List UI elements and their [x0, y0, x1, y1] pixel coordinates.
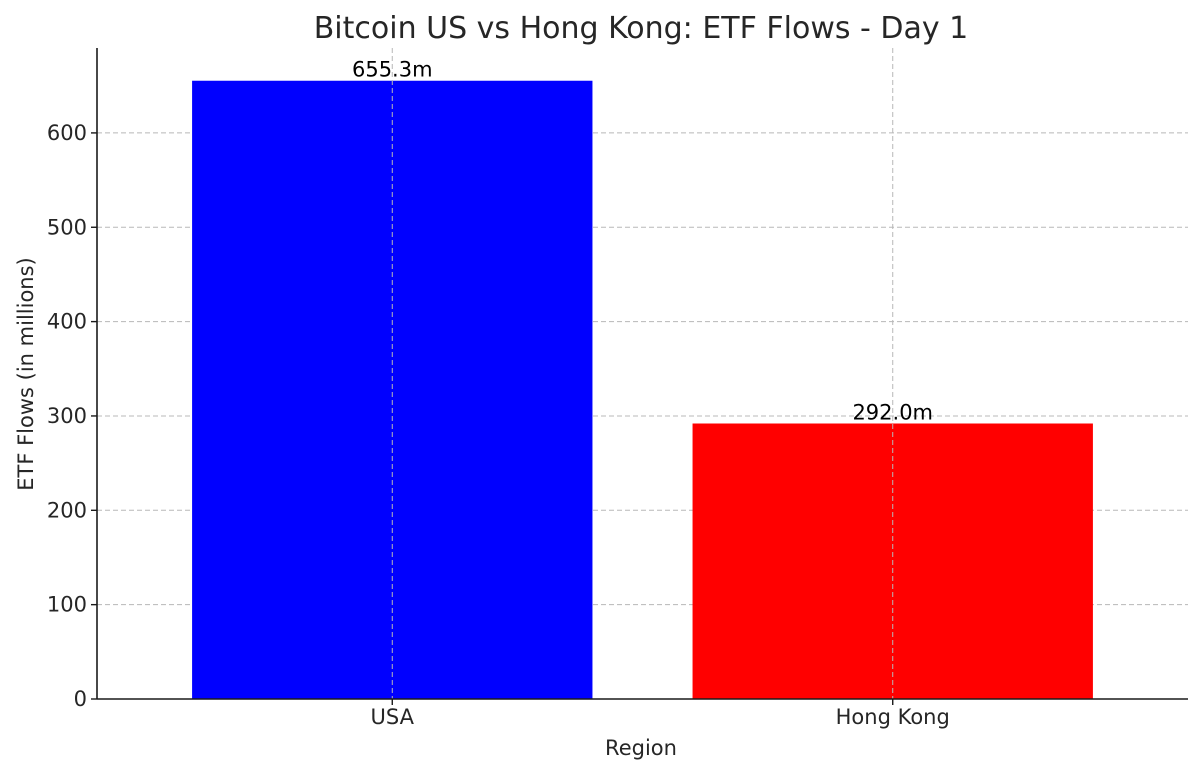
- y-tick-label: 200: [47, 498, 87, 522]
- y-axis-title: ETF Flows (in millions): [14, 257, 38, 491]
- bars-layer: [192, 80, 1093, 699]
- x-axis-title: Region: [605, 736, 677, 760]
- chart-title: Bitcoin US vs Hong Kong: ETF Flows - Day…: [314, 11, 969, 46]
- y-tick-label: 600: [47, 121, 87, 145]
- y-tick-label: 300: [47, 404, 87, 428]
- y-tick-label: 0: [74, 687, 87, 711]
- y-tick-label: 500: [47, 215, 87, 239]
- axes-layer: [91, 48, 1188, 705]
- x-tick-label: Hong Kong: [836, 705, 950, 729]
- bar-usa: [192, 80, 593, 699]
- y-tick-label: 100: [47, 593, 87, 617]
- data-label: 292.0m: [852, 401, 933, 425]
- labels-layer: 0 100 200 300 400 500 600 USA 655.3m Hong Kong 292…: [47, 58, 950, 729]
- y-tick-label: 400: [47, 310, 87, 334]
- x-tick-label: USA: [371, 705, 415, 729]
- vertical-grid-layer: [391, 48, 894, 699]
- data-label: 655.3m: [352, 58, 433, 82]
